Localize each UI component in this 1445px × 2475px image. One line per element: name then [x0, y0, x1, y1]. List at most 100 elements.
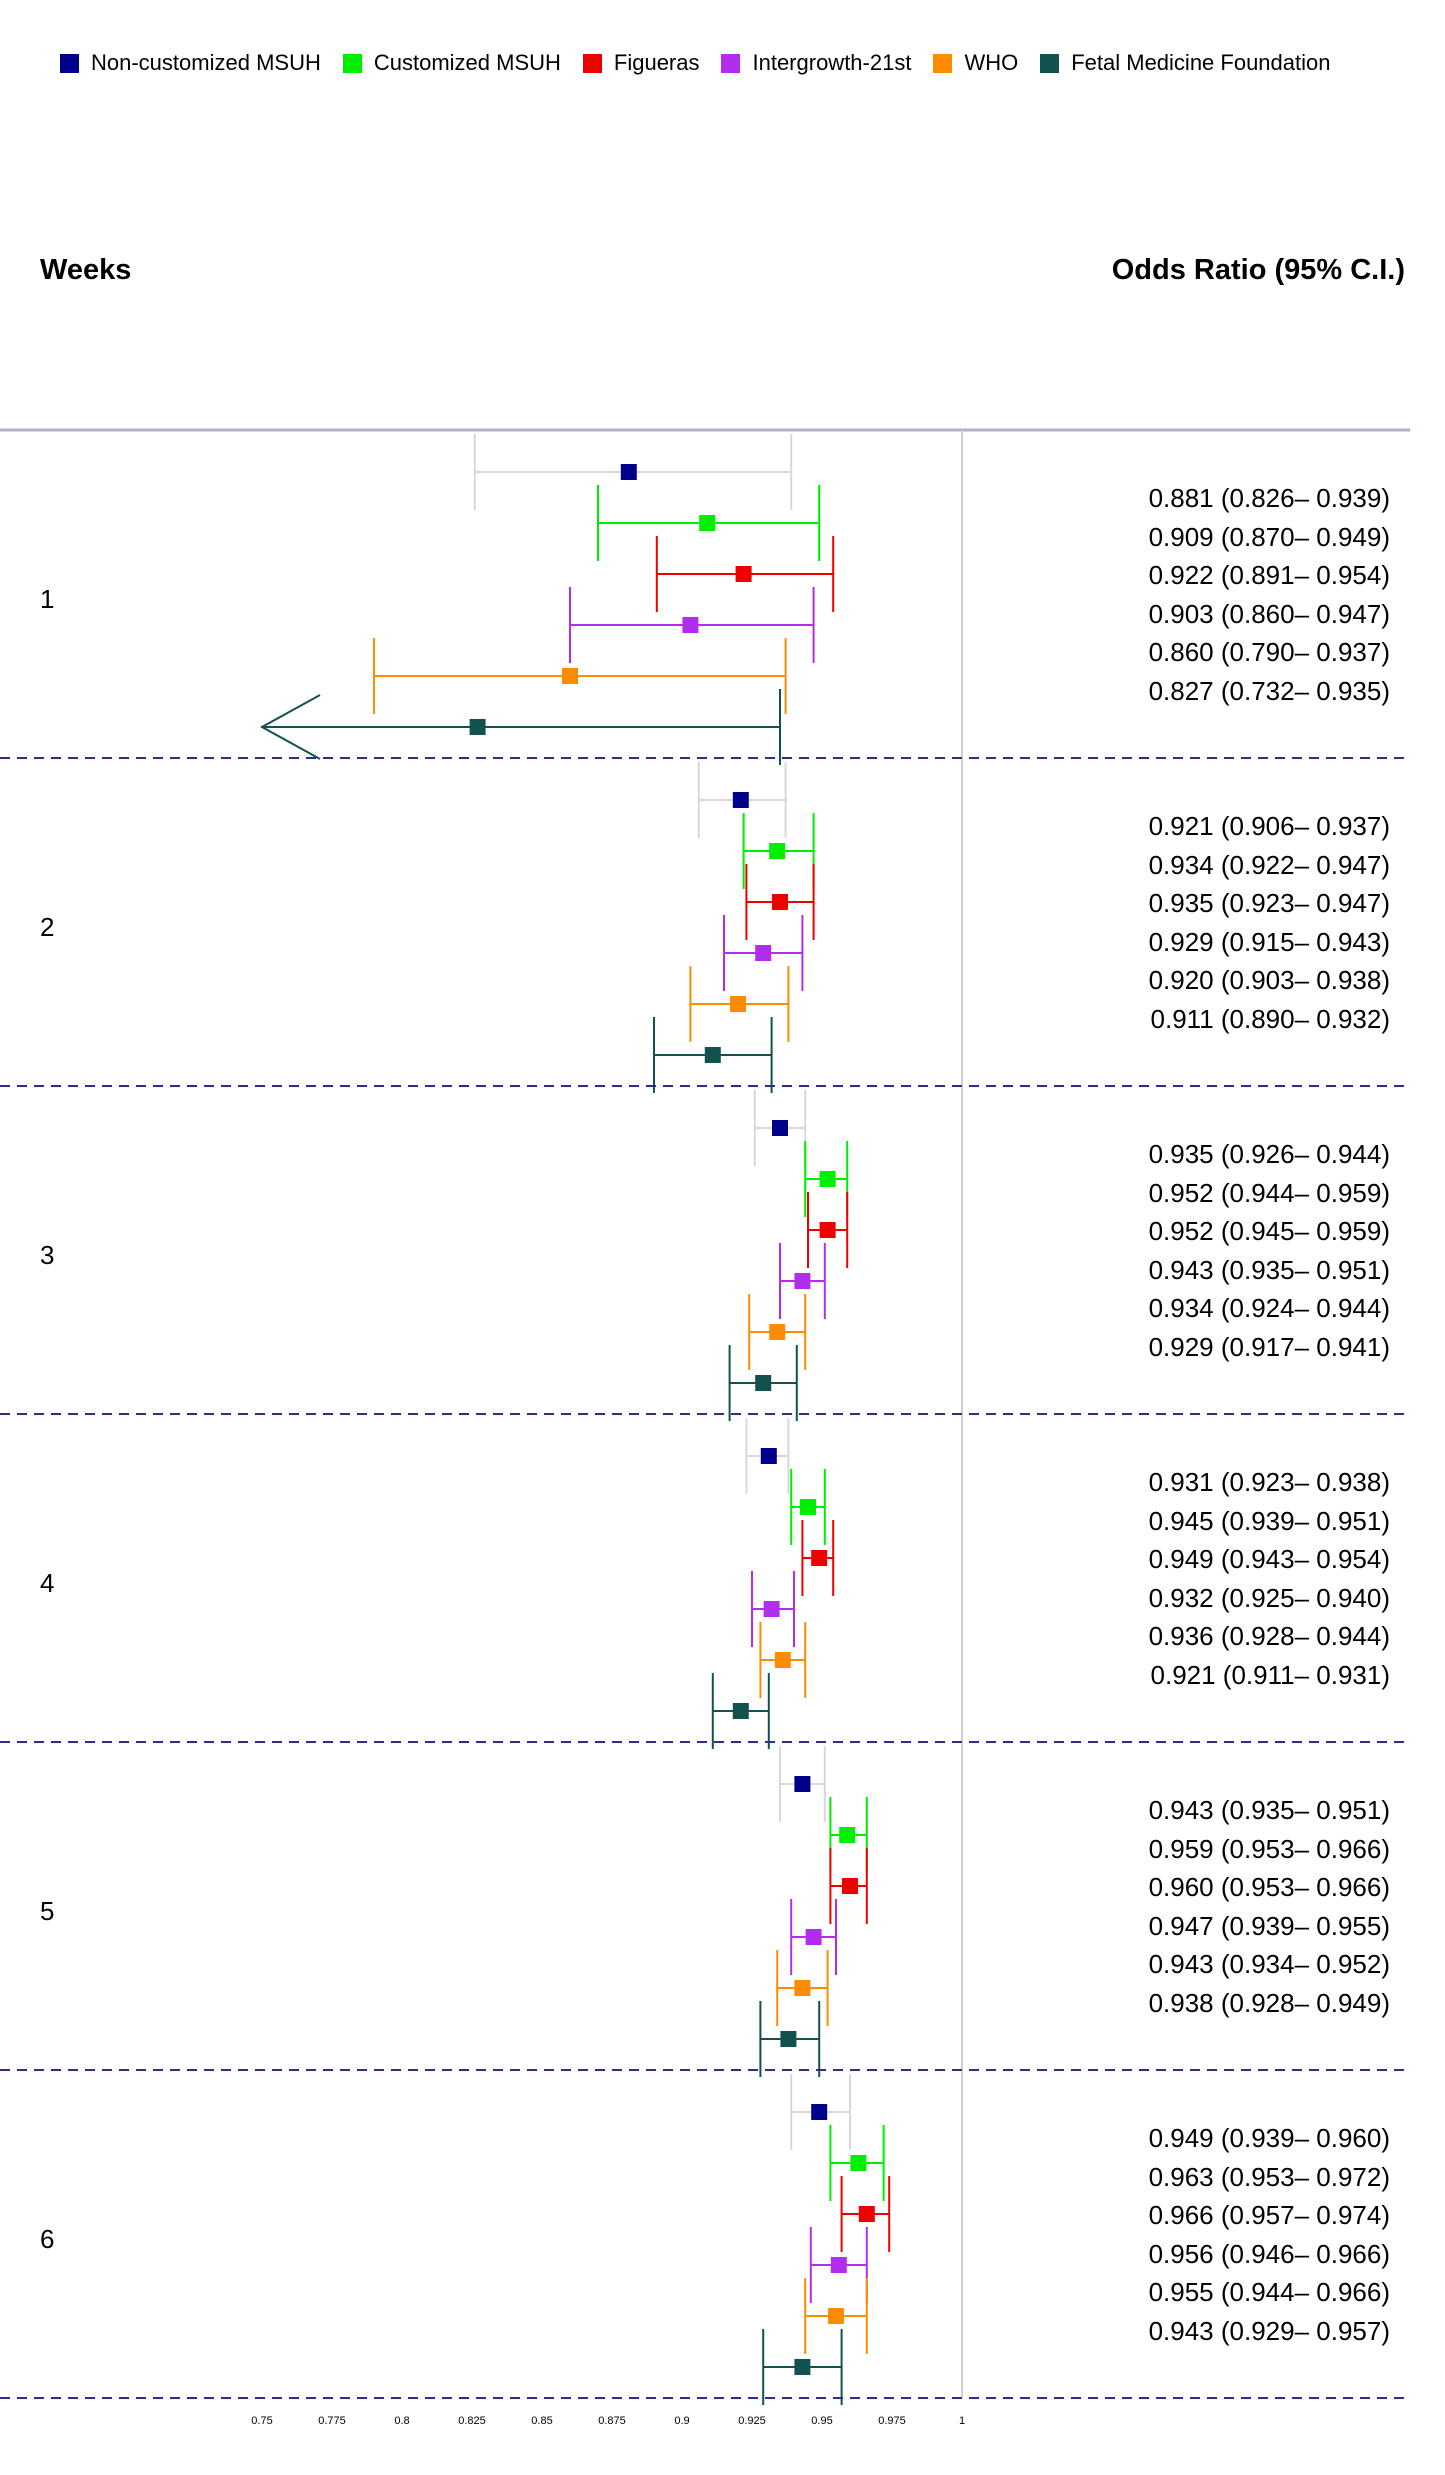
legend-swatch: [342, 53, 362, 73]
odds-ratio-text: 0.936 (0.928– 0.944): [1148, 1621, 1390, 1651]
point-estimate: [469, 719, 486, 735]
legend-swatch: [582, 53, 602, 73]
point-estimate: [794, 1980, 811, 1996]
odds-ratio-text: 0.943 (0.935– 0.951): [1148, 1795, 1390, 1825]
legend-item: Non-customized MSUH: [60, 50, 321, 76]
point-estimate: [755, 945, 772, 961]
odds-ratio-text: 0.943 (0.929– 0.957): [1148, 2315, 1390, 2346]
odds-ratio-text: 0.963 (0.953– 0.972): [1148, 2161, 1390, 2192]
legend-label: WHO: [964, 50, 1019, 75]
odds-ratio-text: 0.955 (0.944– 0.966): [1148, 2277, 1390, 2307]
week-label: 3: [40, 1240, 55, 1270]
odds-ratio-text: 0.827 (0.732– 0.935): [1148, 675, 1390, 706]
odds-ratio-text: 0.938 (0.928– 0.949): [1148, 1987, 1390, 2018]
odds-ratio-text: 0.935 (0.926– 0.944): [1148, 1139, 1390, 1169]
point-estimate: [772, 894, 788, 910]
odds-ratio-text: 0.949 (0.943– 0.954): [1148, 1544, 1390, 1574]
legend-label: Figueras: [613, 50, 700, 75]
x-tick-label: 0.775: [318, 2415, 346, 2427]
x-tick-label: 0.925: [738, 2415, 766, 2427]
x-tick-label: 0.85: [531, 2415, 552, 2427]
odds-ratio-text: 0.959 (0.953– 0.966): [1148, 1833, 1390, 1864]
x-tick-label: 0.95: [811, 2415, 832, 2427]
point-estimate: [620, 464, 637, 480]
odds-ratio-text: 0.932 (0.925– 0.940): [1148, 1582, 1390, 1613]
odds-ratio-text: 0.956 (0.946– 0.966): [1148, 2238, 1390, 2269]
point-estimate: [805, 1929, 822, 1945]
legend-label: Non-customized MSUH: [91, 50, 321, 75]
odds-ratio-text: 0.943 (0.934– 0.952): [1148, 1949, 1390, 1979]
odds-ratio-text: 0.929 (0.915– 0.943): [1148, 926, 1390, 957]
odds-ratio-text: 0.921 (0.911– 0.931): [1150, 1659, 1390, 1690]
legend-swatch: [721, 53, 741, 73]
x-tick-label: 0.875: [598, 2415, 626, 2427]
week-label: 1: [40, 584, 55, 614]
x-tick-label: 0.8: [394, 2415, 409, 2427]
point-estimate: [794, 1273, 811, 1289]
x-tick-label: 1: [959, 2415, 965, 2427]
legend-swatch: [1040, 53, 1060, 73]
x-tick-label: 0.975: [878, 2415, 906, 2427]
odds-ratio-text: 0.929 (0.917– 0.941): [1148, 1331, 1390, 1362]
legend-item: Intergrowth-21st: [721, 50, 911, 76]
odds-ratio-text: 0.966 (0.957– 0.974): [1148, 2200, 1390, 2230]
x-tick-label: 0.825: [458, 2415, 486, 2427]
weeks-header: Weeks: [40, 254, 132, 286]
odds-ratio-text: 0.934 (0.924– 0.944): [1148, 1293, 1390, 1323]
point-estimate: [819, 1222, 836, 1238]
odds-ratio-text: 0.881 (0.826– 0.939): [1148, 483, 1390, 513]
ci-arrow: [259, 694, 321, 760]
point-estimate: [772, 1120, 788, 1136]
point-estimate: [732, 792, 749, 808]
point-estimate: [800, 1499, 816, 1515]
point-estimate: [704, 1047, 721, 1063]
point-estimate: [858, 2206, 875, 2222]
week-label: 2: [40, 912, 55, 942]
odds-ratio-text: 0.909 (0.870– 0.949): [1148, 521, 1390, 552]
legend-swatch: [60, 53, 79, 73]
point-estimate: [732, 1703, 749, 1719]
odds-ratio-text: 0.943 (0.935– 0.951): [1148, 1254, 1390, 1285]
point-estimate: [562, 668, 578, 684]
point-estimate: [769, 843, 786, 859]
point-estimate: [839, 1827, 856, 1843]
point-estimate: [730, 996, 746, 1012]
legend-label: Fetal Medicine Foundation: [1071, 50, 1331, 75]
point-estimate: [819, 1171, 836, 1187]
odds-ratio-text: 0.920 (0.903– 0.938): [1148, 965, 1390, 995]
x-tick-label: 0.9: [674, 2415, 689, 2427]
legend-item: Figueras: [582, 50, 700, 76]
legend: Non-customized MSUH Customized MSUH Figuer…: [60, 48, 1400, 78]
odds-ratio-text: 0.947 (0.939– 0.955): [1148, 1910, 1390, 1941]
point-estimate: [682, 617, 699, 633]
point-estimate: [699, 515, 716, 531]
odds-ratio-text: 0.931 (0.923– 0.938): [1148, 1467, 1390, 1497]
point-estimate: [850, 2155, 867, 2171]
point-estimate: [830, 2257, 847, 2273]
point-estimate: [842, 1878, 858, 1894]
legend-swatch: [933, 53, 953, 73]
odds-ratio-text: 0.935 (0.923– 0.947): [1148, 888, 1390, 918]
odds-ratio-text: 0.952 (0.944– 0.959): [1148, 1177, 1390, 1208]
point-estimate: [794, 2359, 811, 2375]
odds-ratio-text: 0.922 (0.891– 0.954): [1148, 560, 1390, 590]
point-estimate: [769, 1324, 786, 1340]
point-estimate: [780, 2031, 797, 2047]
odds-ratio-text: 0.903 (0.860– 0.947): [1148, 598, 1390, 629]
legend-item: WHO: [933, 50, 1018, 76]
odds-ratio-text: 0.911 (0.890– 0.932): [1150, 1003, 1390, 1034]
point-estimate: [774, 1652, 791, 1668]
odds-ratio-text: 0.960 (0.953– 0.966): [1148, 1872, 1390, 1902]
point-estimate: [794, 1776, 811, 1792]
point-estimate: [735, 566, 752, 582]
odds-ratio-text: 0.945 (0.939– 0.951): [1148, 1505, 1390, 1536]
legend-item: Customized MSUH: [342, 50, 561, 76]
week-label: 4: [40, 1568, 55, 1598]
odds-ratio-text: 0.921 (0.906– 0.937): [1148, 811, 1390, 841]
odds-ratio-text: 0.952 (0.945– 0.959): [1148, 1216, 1390, 1246]
odds-ratio-text: 0.949 (0.939– 0.960): [1148, 2123, 1390, 2153]
legend-label: Intergrowth-21st: [752, 50, 912, 75]
point-estimate: [760, 1448, 777, 1464]
point-estimate: [811, 2104, 828, 2120]
